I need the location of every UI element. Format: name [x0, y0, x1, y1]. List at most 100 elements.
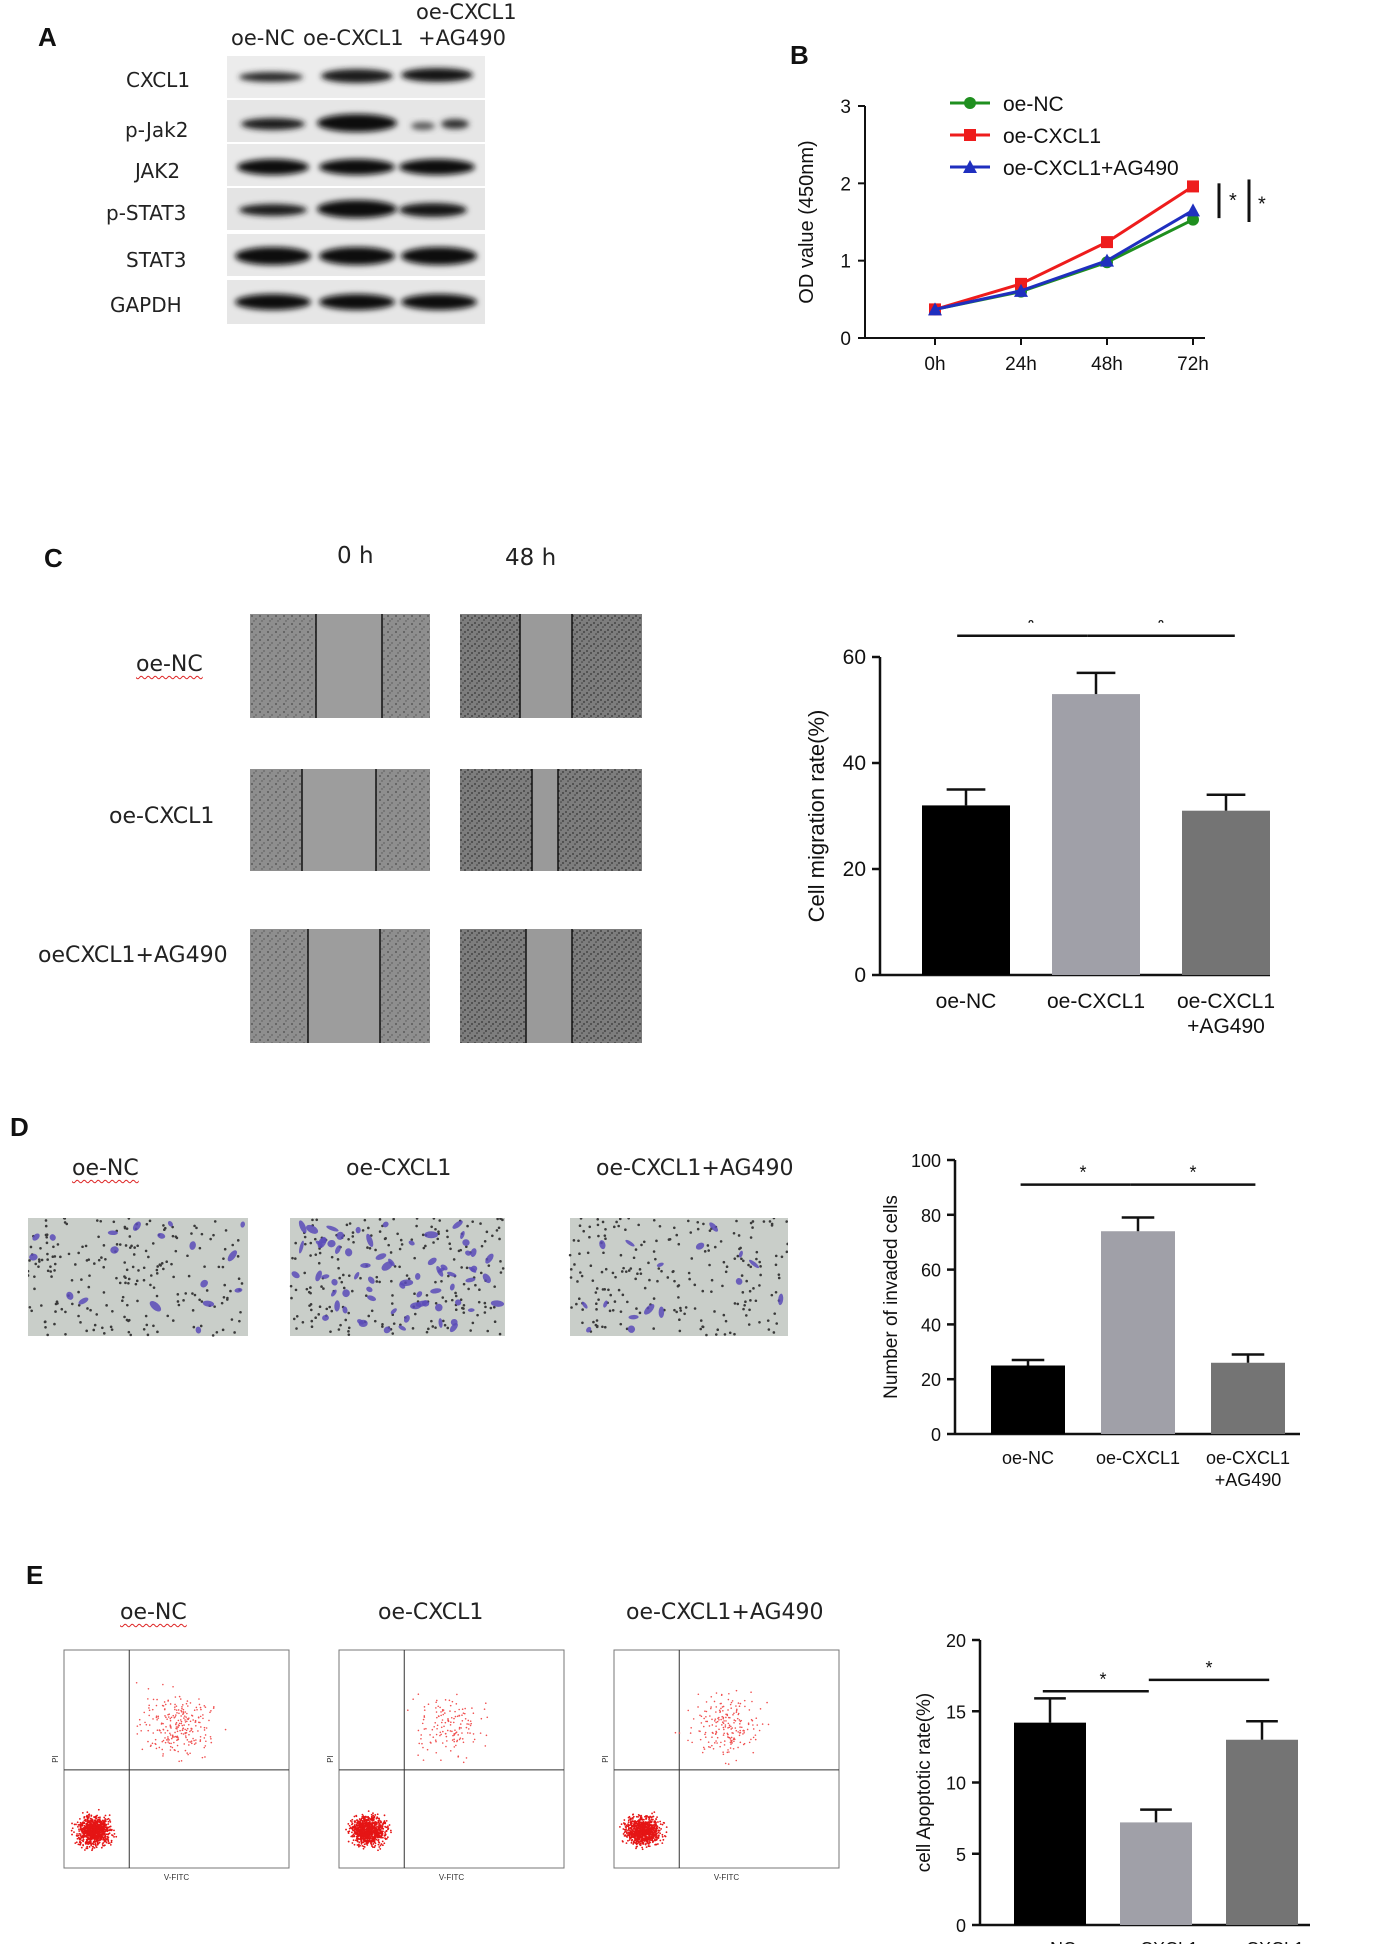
pore-dot: [305, 1287, 309, 1291]
event-dot: [365, 1819, 368, 1822]
pore-dot: [131, 1265, 135, 1269]
pore-dot: [652, 1250, 656, 1253]
event-dot: [465, 1757, 468, 1759]
event-dot: [147, 1687, 150, 1690]
invaded-cell: [382, 1221, 389, 1228]
event-dot: [678, 1732, 681, 1734]
event-dot: [370, 1828, 373, 1831]
pore-dot: [436, 1237, 440, 1241]
pore-dot: [115, 1243, 119, 1246]
event-dot: [754, 1734, 757, 1736]
event-dot: [178, 1760, 180, 1763]
pore-dot: [347, 1274, 351, 1277]
significance-star: *: [1157, 620, 1165, 635]
event-dot: [197, 1730, 199, 1732]
pore-dot: [710, 1278, 714, 1282]
event-dot: [181, 1706, 183, 1708]
pore-dot: [337, 1328, 341, 1331]
data-point: [1187, 180, 1199, 193]
pore-dot: [142, 1327, 146, 1331]
blot-band: [399, 159, 475, 175]
pore-dot: [688, 1277, 691, 1281]
event-dot: [162, 1728, 165, 1731]
event-dot: [353, 1835, 356, 1838]
event-dot: [102, 1820, 105, 1822]
event-dot: [376, 1816, 379, 1819]
y-tick-label: 3: [840, 97, 851, 118]
y-tick-label: 20: [843, 858, 866, 881]
invaded-cell: [366, 1286, 373, 1293]
pore-dot: [291, 1256, 294, 1260]
event-dot: [653, 1831, 656, 1834]
event-dot: [77, 1825, 79, 1828]
event-dot: [421, 1722, 424, 1725]
event-dot: [442, 1713, 445, 1716]
y-tick-label: 0: [931, 1425, 941, 1445]
event-dot: [434, 1739, 437, 1741]
event-dot: [367, 1833, 370, 1836]
legend-marker: [963, 160, 977, 173]
pore-dot: [747, 1323, 751, 1326]
event-dot: [74, 1842, 77, 1845]
event-dot: [739, 1722, 741, 1725]
event-dot: [370, 1834, 373, 1837]
event-dot: [94, 1835, 96, 1838]
blot-band: [239, 72, 303, 82]
event-dot: [374, 1837, 377, 1840]
invaded-cell: [470, 1248, 477, 1257]
event-dot: [715, 1730, 717, 1733]
event-dot: [79, 1817, 81, 1820]
event-dot: [199, 1706, 202, 1709]
event-dot: [430, 1742, 432, 1744]
pore-dot: [745, 1314, 748, 1317]
pore-dot: [65, 1222, 69, 1226]
pore-dot: [498, 1332, 502, 1336]
invaded-cell: [306, 1224, 319, 1234]
event-dot: [73, 1823, 76, 1826]
event-dot: [370, 1842, 373, 1844]
event-dot: [381, 1844, 384, 1847]
pore-dot: [352, 1240, 355, 1244]
event-dot: [86, 1822, 89, 1825]
pore-dot: [440, 1279, 443, 1283]
event-dot: [86, 1847, 89, 1850]
event-dot: [86, 1817, 89, 1820]
event-dot: [194, 1721, 197, 1723]
pore-dot: [170, 1262, 173, 1266]
event-dot: [105, 1838, 108, 1840]
event-dot: [169, 1703, 172, 1705]
blot-col-label-oe-cxcl1: oe-CXCL1: [303, 26, 404, 50]
pore-dot: [155, 1272, 159, 1275]
flow-y-axis-label: PI: [326, 1755, 335, 1763]
event-dot: [750, 1691, 752, 1694]
event-dot: [752, 1751, 755, 1754]
pore-dot: [67, 1252, 71, 1256]
pore-dot: [381, 1325, 384, 1328]
pore-dot: [707, 1249, 711, 1252]
pore-dot: [28, 1274, 30, 1277]
event-dot: [369, 1831, 371, 1833]
pore-dot: [573, 1263, 576, 1266]
pore-dot: [441, 1296, 445, 1299]
event-dot: [458, 1708, 460, 1711]
y-axis-title: Cell migration rate(%): [804, 710, 829, 923]
pore-dot: [438, 1219, 442, 1222]
event-dot: [722, 1709, 724, 1712]
pore-dot: [600, 1270, 604, 1274]
pore-dot: [675, 1310, 678, 1314]
event-dot: [162, 1753, 164, 1755]
pore-dot: [77, 1290, 80, 1294]
pore-dot: [229, 1289, 232, 1293]
event-dot: [697, 1693, 700, 1696]
event-dot: [375, 1823, 378, 1826]
pore-dot: [155, 1294, 159, 1298]
event-dot: [198, 1703, 201, 1706]
event-dot: [372, 1843, 375, 1845]
event-dot: [105, 1829, 108, 1832]
pore-dot: [110, 1328, 114, 1331]
pore-dot: [59, 1255, 62, 1259]
event-dot: [629, 1830, 632, 1832]
event-dot: [162, 1683, 164, 1686]
pore-dot: [749, 1265, 753, 1269]
